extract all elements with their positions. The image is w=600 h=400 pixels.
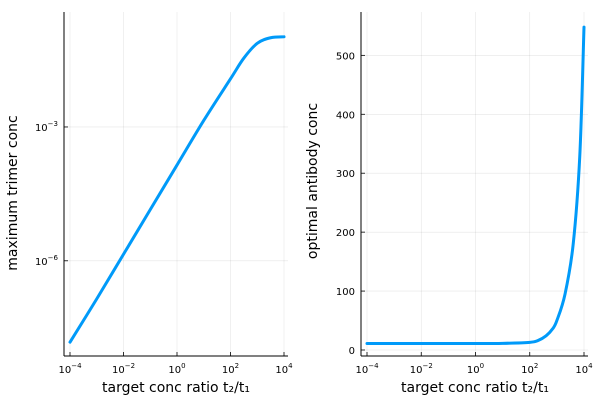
y-axis-label: maximum trimer conc (5, 115, 21, 270)
x-tick-label: 100 (467, 362, 484, 376)
x-tick-label: 104 (275, 362, 293, 376)
y-tick-label: 10−6 (35, 254, 59, 268)
x-axis-label: target conc ratio t₂/t₁ (401, 380, 549, 396)
ticks: 10−4 10−2 100 102 104 10−6 10−3 (35, 120, 293, 376)
x-tick-label: 100 (168, 362, 185, 376)
y-tick-label: 300 (336, 169, 355, 180)
y-tick-label: 500 (336, 51, 355, 62)
series-line (68, 35, 286, 344)
chart-panel-optimal-antibody: optimal antibody conc target conc ratio … (305, 12, 593, 396)
y-tick-label: 0 (349, 346, 355, 357)
series-line (365, 25, 586, 346)
grid (64, 12, 288, 356)
x-tick-label: 10−4 (58, 362, 82, 376)
y-tick-label: 400 (336, 110, 355, 121)
y-axis-label: optimal antibody conc (305, 103, 321, 259)
y-tick-label: 200 (336, 228, 355, 239)
x-tick-label: 10−4 (355, 362, 379, 376)
y-tick-label: 10−3 (35, 120, 58, 134)
ticks: 10−4 10−2 100 102 104 0 100 200 300 400 500 (336, 51, 593, 376)
x-axis-label: target conc ratio t₂/t₁ (102, 380, 250, 396)
x-tick-label: 10−2 (410, 362, 433, 376)
x-tick-label: 104 (575, 362, 593, 376)
grid (361, 12, 588, 356)
x-tick-label: 10−2 (112, 362, 135, 376)
x-tick-label: 102 (222, 362, 239, 376)
y-tick-label: 100 (336, 287, 355, 298)
chart-panel-maximum-trimer: maximum trimer conc target conc ratio t₂… (5, 12, 293, 396)
x-tick-label: 102 (521, 362, 538, 376)
